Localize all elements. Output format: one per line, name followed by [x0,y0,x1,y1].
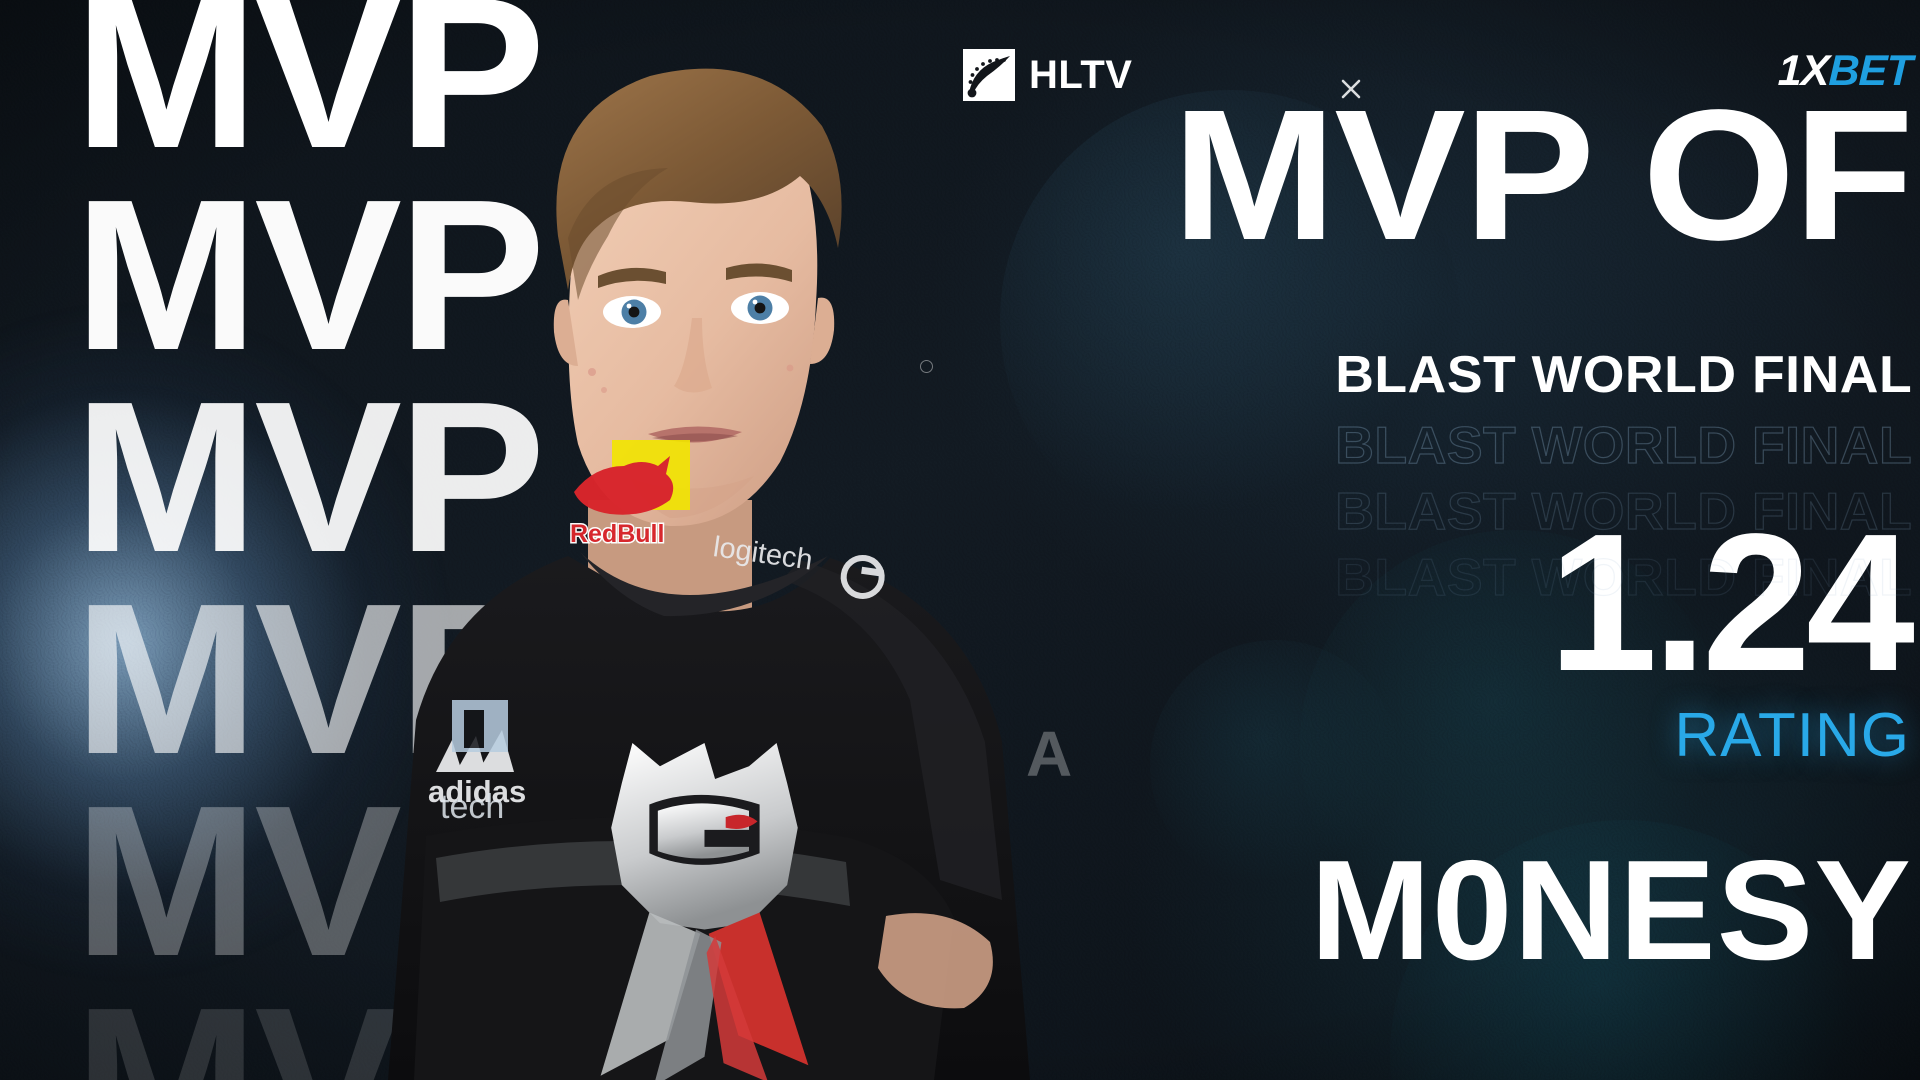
info-panel: HLTV 1XBET MVP OF BLAST WORLD FINAL BLAS… [955,0,1920,1080]
svg-text:tech: tech [440,788,504,826]
svg-text:RedBull: RedBull [570,520,664,548]
hltv-swoosh-icon [963,49,1015,101]
rating-label: RATING [1674,701,1910,770]
hltv-logo[interactable]: HLTV [963,49,1132,101]
x-mark-icon [1340,78,1362,100]
headline-secondary: BLAST WORLD FINAL [1335,346,1912,404]
hltv-wordmark: HLTV [1029,53,1133,97]
ghost-text-line: BLAST WORLD FINAL [1334,482,1912,541]
ghost-text-stack: BLAST WORLD FINAL BLAST WORLD FINAL BLAS… [1334,413,1912,611]
headline-primary: MVP OF [1172,72,1914,279]
player-nickname: M0NESY [1310,831,1912,990]
ghost-text-line: BLAST WORLD FINAL [1334,548,1912,607]
ghost-text-line: BLAST WORLD FINAL [1334,416,1912,475]
small-circle-icon [920,360,933,373]
